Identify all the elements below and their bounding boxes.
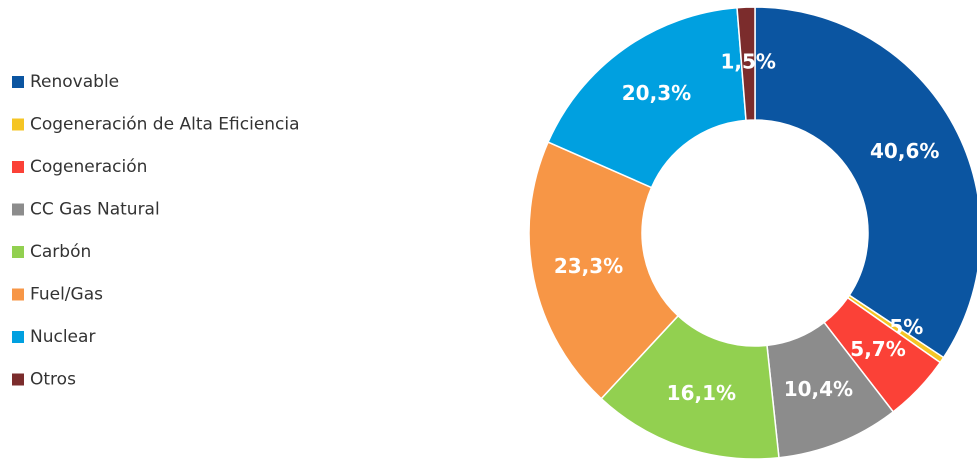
legend-swatch — [12, 203, 24, 216]
legend-label: Fuel/Gas — [30, 285, 103, 305]
data-label: 40,6% — [870, 139, 939, 163]
data-label: 5,7% — [850, 337, 905, 361]
legend-swatch — [12, 118, 24, 131]
legend-label: Cogeneración de Alta Eficiencia — [30, 115, 300, 135]
legend-label: Otros — [30, 370, 76, 390]
legend-swatch — [12, 373, 24, 386]
legend-label: CC Gas Natural — [30, 200, 160, 220]
data-label: 10,4% — [784, 377, 853, 401]
legend-swatch — [12, 288, 24, 301]
legend-label: Renovable — [30, 72, 119, 92]
data-label: 23,3% — [554, 254, 623, 278]
legend-swatch — [12, 246, 24, 258]
data-label: 1,5% — [721, 50, 776, 74]
donut-slice — [754, 6, 977, 359]
donut-slice — [736, 6, 756, 122]
donut-slice — [547, 6, 747, 189]
legend-swatch — [12, 331, 24, 343]
legend-swatch — [12, 76, 24, 88]
legend-label: Cogeneración — [30, 157, 147, 177]
legend-label: Nuclear — [30, 327, 95, 347]
legend-label: Carbón — [30, 242, 91, 262]
donut-slice — [528, 141, 680, 400]
data-label: 20,3% — [622, 81, 691, 105]
legend-swatch — [12, 161, 24, 173]
data-label: 16,1% — [667, 381, 736, 405]
